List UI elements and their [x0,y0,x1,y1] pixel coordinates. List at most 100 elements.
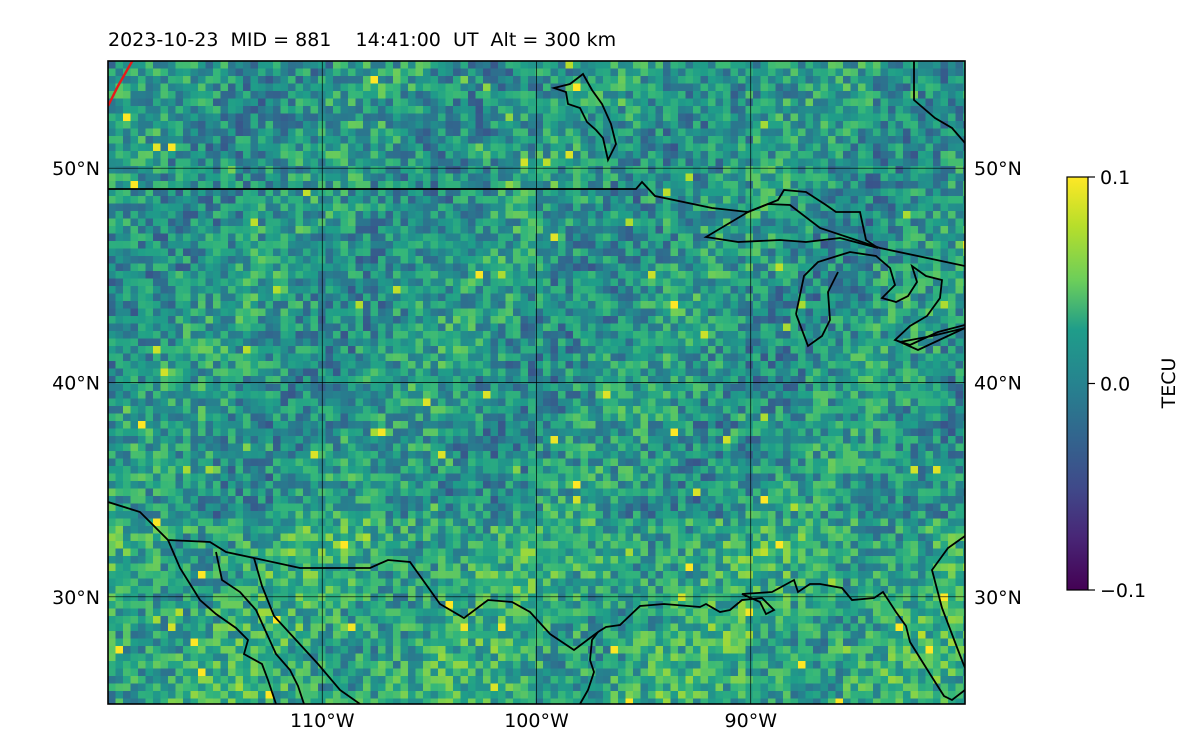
tec-cell [123,181,132,190]
tec-cell [550,106,559,115]
tec-cell [828,353,837,362]
tec-cell [378,211,387,220]
tec-cell [115,181,124,190]
tec-cell [940,353,949,362]
tec-cell [693,286,702,295]
tec-cell [130,271,139,280]
tec-cell [865,376,874,385]
tec-cell [603,368,612,377]
tec-cell [873,308,882,317]
tec-cell [445,248,454,257]
tec-cell [453,383,462,392]
tec-cell [528,158,537,167]
tec-cell [580,151,589,160]
tec-cell [783,376,792,385]
tec-cell [258,278,267,287]
tec-cell [498,151,507,160]
tec-cell [490,346,499,355]
tec-cell [700,196,709,205]
tec-cell [123,91,132,100]
tec-cell [475,121,484,130]
tec-cell [940,121,949,130]
tec-cell [505,218,514,227]
tec-cell [303,248,312,257]
tec-cell [250,241,259,250]
tec-cell [295,271,304,280]
tec-cell [948,106,957,115]
tec-cell [183,158,192,167]
tec-cell [123,308,132,317]
tec-cell [595,368,604,377]
tec-cell [295,106,304,115]
tec-cell [730,196,739,205]
tec-cell [385,151,394,160]
tec-cell [115,151,124,160]
tec-cell [168,376,177,385]
tec-cell [565,263,574,272]
tec-cell [385,158,394,167]
tec-cell [550,151,559,160]
tec-cell [648,128,657,137]
tec-cell [933,376,942,385]
tec-cell [198,76,207,85]
tec-cell [618,316,627,325]
tec-cell [738,338,747,347]
tec-cell [640,346,649,355]
tec-cell [468,263,477,272]
tec-cell [888,158,897,167]
tec-cell [408,278,417,287]
tec-cell [753,308,762,317]
tec-cell [693,136,702,145]
tec-cell [873,173,882,182]
tec-cell [520,83,529,92]
tec-cell [880,248,889,257]
tec-cell [550,346,559,355]
tec-cell [880,263,889,272]
tec-cell [693,98,702,107]
tec-cell [168,136,177,145]
tec-cell [385,121,394,130]
tec-cell [850,91,859,100]
tec-cell [445,271,454,280]
tec-cell [235,346,244,355]
tec-cell [700,61,709,70]
tec-cell [573,106,582,115]
tec-cell [790,271,799,280]
tec-cell [783,166,792,175]
tec-cell [760,203,769,212]
tec-cell [595,181,604,190]
tec-cell [625,128,634,137]
tec-cell [250,383,259,392]
tec-cell [580,106,589,115]
tec-cell [378,91,387,100]
tec-cell [400,233,409,242]
tec-cell [325,68,334,77]
tec-cell [715,76,724,85]
tec-cell [723,188,732,197]
tec-cell [535,278,544,287]
tec-cell [340,308,349,317]
tec-cell [385,331,394,340]
tec-cell [918,316,927,325]
tec-cell [888,143,897,152]
tec-cell [468,346,477,355]
tec-cell [633,166,642,175]
tec-cell [655,308,664,317]
tec-cell [145,338,154,347]
tec-cell [925,368,934,377]
tec-cell [213,61,222,70]
tec-cell [783,331,792,340]
tec-cell [933,121,942,130]
tec-cell [153,181,162,190]
tec-cell [138,196,147,205]
tec-cell [693,128,702,137]
tec-cell [963,188,965,197]
tec-cell [625,181,634,190]
tec-cell [835,151,844,160]
tec-cell [858,203,867,212]
tec-cell [573,188,582,197]
tec-cell [475,76,484,85]
tec-cell [280,263,289,272]
tec-cell [933,271,942,280]
tec-cell [123,233,132,242]
